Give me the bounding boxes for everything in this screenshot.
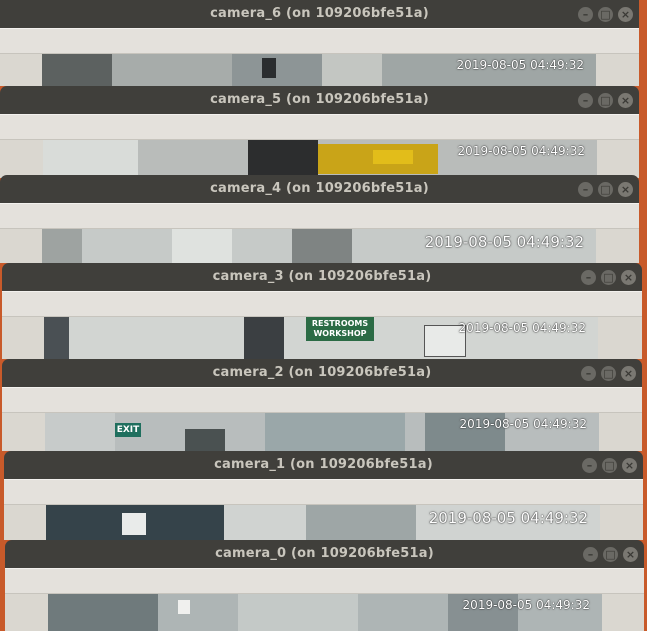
window-camera-5[interactable]: camera_5 (on 109206bfe51a) – □ × 2019-08… xyxy=(0,86,639,178)
window-client: 2019-08-05 04:49:32 xyxy=(4,505,643,540)
camera-timestamp: 2019-08-05 04:49:32 xyxy=(457,144,585,158)
window-title: camera_5 (on 109206bfe51a) xyxy=(210,92,429,107)
minimize-button[interactable]: – xyxy=(578,182,593,197)
window-client: 2019-08-05 04:49:32 xyxy=(0,140,639,178)
exit-sign: EXIT xyxy=(116,425,140,435)
minimize-button[interactable]: – xyxy=(582,458,597,473)
window-title: camera_0 (on 109206bfe51a) xyxy=(215,546,434,561)
window-client: 2019-08-05 04:49:32 xyxy=(5,594,644,631)
titlebar[interactable]: camera_6 (on 109206bfe51a) – □ × xyxy=(0,0,639,28)
close-button[interactable]: × xyxy=(621,366,636,381)
maximize-button[interactable]: □ xyxy=(598,93,613,108)
close-button[interactable]: × xyxy=(622,458,637,473)
camera-timestamp: 2019-08-05 04:49:32 xyxy=(462,598,590,612)
camera-timestamp: 2019-08-05 04:49:32 xyxy=(458,321,586,335)
minimize-button[interactable]: – xyxy=(578,7,593,22)
close-button[interactable]: × xyxy=(623,547,638,562)
close-button[interactable]: × xyxy=(618,93,633,108)
titlebar[interactable]: camera_1 (on 109206bfe51a) – □ × xyxy=(4,451,643,479)
minimize-button[interactable]: – xyxy=(581,366,596,381)
restrooms-sign-line-2: WORKSHOP xyxy=(313,329,367,338)
titlebar[interactable]: camera_2 (on 109206bfe51a) – □ × xyxy=(2,359,642,387)
window-camera-6[interactable]: camera_6 (on 109206bfe51a) – □ × 2019-08… xyxy=(0,0,639,86)
titlebar[interactable]: camera_4 (on 109206bfe51a) – □ × xyxy=(0,175,639,203)
camera-timestamp: 2019-08-05 04:49:32 xyxy=(428,509,588,527)
window-camera-1[interactable]: camera_1 (on 109206bfe51a) – □ × 2019-08… xyxy=(4,451,643,540)
maximize-button[interactable]: □ xyxy=(603,547,618,562)
close-button[interactable]: × xyxy=(618,7,633,22)
window-toolbar xyxy=(5,568,644,594)
window-toolbar xyxy=(0,28,639,54)
maximize-button[interactable]: □ xyxy=(598,7,613,22)
camera-feed: EXIT 2019-08-05 04:49:32 xyxy=(45,413,599,451)
maximize-button[interactable]: □ xyxy=(601,366,616,381)
close-button[interactable]: × xyxy=(618,182,633,197)
close-button[interactable]: × xyxy=(621,270,636,285)
window-title: camera_6 (on 109206bfe51a) xyxy=(210,6,429,21)
window-camera-0[interactable]: camera_0 (on 109206bfe51a) – □ × 2019-08… xyxy=(5,540,644,631)
camera-timestamp: 2019-08-05 04:49:32 xyxy=(424,233,584,251)
titlebar[interactable]: camera_3 (on 109206bfe51a) – □ × xyxy=(2,263,642,291)
window-client: 2019-08-05 04:49:32 xyxy=(0,229,639,263)
window-title: camera_3 (on 109206bfe51a) xyxy=(212,269,432,284)
window-title: camera_2 (on 109206bfe51a) xyxy=(212,365,432,380)
window-toolbar xyxy=(0,114,639,140)
camera-feed: 2019-08-05 04:49:32 xyxy=(43,140,597,178)
camera-feed: 2019-08-05 04:49:32 xyxy=(42,54,596,86)
camera-feed: 2019-08-05 04:49:32 xyxy=(46,505,600,540)
minimize-button[interactable]: – xyxy=(581,270,596,285)
window-toolbar xyxy=(2,387,642,413)
window-toolbar xyxy=(0,203,639,229)
minimize-button[interactable]: – xyxy=(583,547,598,562)
camera-feed: 2019-08-05 04:49:32 xyxy=(42,229,596,263)
camera-feed: RESTROOMS WORKSHOP 2019-08-05 04:49:32 xyxy=(44,317,598,359)
camera-timestamp: 2019-08-05 04:49:32 xyxy=(456,58,584,72)
window-client: RESTROOMS WORKSHOP 2019-08-05 04:49:32 xyxy=(2,317,642,359)
titlebar[interactable]: camera_5 (on 109206bfe51a) – □ × xyxy=(0,86,639,114)
titlebar[interactable]: camera_0 (on 109206bfe51a) – □ × xyxy=(5,540,644,568)
window-title: camera_1 (on 109206bfe51a) xyxy=(214,457,433,472)
window-client: 2019-08-05 04:49:32 xyxy=(0,54,639,86)
window-client: EXIT 2019-08-05 04:49:32 xyxy=(2,413,642,451)
window-camera-4[interactable]: camera_4 (on 109206bfe51a) – □ × 2019-08… xyxy=(0,175,639,263)
window-toolbar xyxy=(4,479,643,505)
restrooms-sign-line-1: RESTROOMS xyxy=(311,319,369,328)
maximize-button[interactable]: □ xyxy=(598,182,613,197)
window-title: camera_4 (on 109206bfe51a) xyxy=(210,181,429,196)
window-camera-2[interactable]: camera_2 (on 109206bfe51a) – □ × EXIT 20… xyxy=(2,359,642,451)
camera-feed: 2019-08-05 04:49:32 xyxy=(48,594,602,631)
camera-timestamp: 2019-08-05 04:49:32 xyxy=(459,417,587,431)
maximize-button[interactable]: □ xyxy=(601,270,616,285)
window-camera-3[interactable]: camera_3 (on 109206bfe51a) – □ × RESTROO… xyxy=(2,263,642,359)
window-toolbar xyxy=(2,291,642,317)
minimize-button[interactable]: – xyxy=(578,93,593,108)
maximize-button[interactable]: □ xyxy=(602,458,617,473)
